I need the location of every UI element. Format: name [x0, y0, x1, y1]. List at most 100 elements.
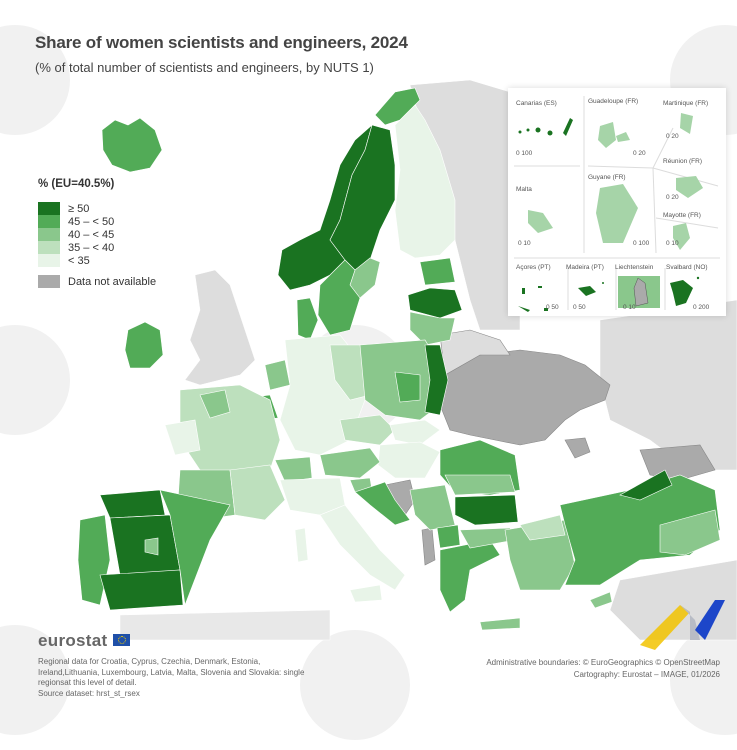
turkey-centre	[559, 474, 721, 586]
legend-label: < 35	[68, 254, 90, 267]
legend: % (EU=40.5%) ≥ 50 45 – < 50 40 – < 45 35…	[38, 178, 156, 288]
spain-south	[99, 569, 184, 611]
slovakia	[389, 419, 441, 446]
inset-label: Açores (PT)	[516, 264, 551, 271]
ribbon-blue	[695, 600, 725, 640]
france-south-east	[229, 464, 286, 521]
inset-label: Svalbard (NO)	[666, 264, 708, 271]
footnote-line: regionsat this level of detail.	[38, 678, 137, 687]
turkey-north-west	[519, 514, 566, 541]
ribbon-grey	[680, 605, 700, 640]
inset-label: Canarias (ES)	[516, 100, 557, 107]
romania-south	[444, 474, 516, 496]
legend-label: Data not available	[68, 275, 157, 288]
legend-item: 35 – < 40	[38, 241, 156, 254]
netherlands	[264, 359, 291, 391]
madrid	[144, 537, 159, 556]
legend-swatch	[38, 241, 60, 254]
credit-cartography: Cartography: Eurostat – IMAGE, 01/2026	[573, 670, 720, 679]
estonia	[419, 257, 456, 286]
poland-east	[424, 344, 449, 416]
legend-item: ≥ 50	[38, 202, 156, 215]
footnote-line: Ireland,Lithuania, Luxembourg, Latvia, M…	[38, 667, 305, 677]
poland-centre	[394, 371, 421, 403]
inset-label: Malta	[516, 186, 532, 193]
legend-swatch	[38, 202, 60, 215]
inset-panel: Canarias (ES) 0 100 Guadeloupe (FR) 0 20…	[508, 88, 726, 316]
ribbon-yellow	[640, 605, 690, 650]
switzerland	[274, 456, 313, 483]
iceland	[101, 117, 163, 173]
france-west	[164, 419, 201, 456]
ukraine	[439, 349, 611, 446]
north-macedonia	[436, 524, 461, 549]
legend-item: 45 – < 50	[38, 215, 156, 228]
inset-label: Guadeloupe (FR)	[588, 98, 639, 105]
turkey-north-east	[619, 469, 673, 501]
footnote: Regional data for Croatia, Cyprus, Czech…	[38, 657, 358, 699]
watermark	[300, 630, 410, 740]
legend-swatch	[38, 275, 60, 288]
france-normandy	[199, 389, 231, 419]
italy-south	[319, 504, 406, 591]
inset-scale: 0 100	[633, 240, 650, 247]
inset-label: Mayotte (FR)	[663, 212, 701, 219]
serbia	[409, 484, 456, 531]
russia-east	[599, 299, 737, 471]
inset-dividers	[514, 96, 720, 312]
inset-scale: 0 20	[633, 150, 646, 157]
inset-scale: 0 100	[516, 150, 533, 157]
inset-scale: 0 50	[573, 304, 586, 311]
inset-scale: 0 200	[693, 304, 710, 311]
legend-title: % (EU=40.5%)	[38, 178, 115, 190]
legend-item-na: Data not available	[38, 275, 156, 288]
inset-label: Martinique (FR)	[663, 100, 709, 107]
inset-scale: 0 50	[546, 304, 559, 311]
uk	[184, 269, 256, 386]
caucasus	[639, 444, 716, 481]
crete	[479, 617, 521, 631]
inset-label: Réunion (FR)	[663, 158, 703, 165]
cyprus	[589, 591, 613, 609]
inset-label: Madeira (PT)	[566, 264, 604, 271]
north-africa	[119, 609, 331, 641]
source-dataset: Source dataset: hrst_st_rsex	[38, 688, 140, 698]
albania	[421, 527, 436, 566]
inset-scale: 0 20	[666, 194, 679, 201]
austria	[319, 447, 381, 479]
hungary	[377, 441, 441, 479]
inset-scale: 0 20	[666, 133, 679, 140]
croatia	[354, 481, 411, 526]
denmark	[296, 297, 319, 341]
legend-label: 45 – < 50	[68, 215, 115, 228]
legend-swatch	[38, 228, 60, 241]
inset-label: Guyane (FR)	[588, 174, 626, 181]
legend-label: 35 – < 40	[68, 241, 115, 254]
latvia	[407, 287, 463, 319]
inset-scale: 0 10	[666, 240, 679, 247]
greece	[439, 539, 501, 613]
credits: Administrative boundaries: © EuroGeograp…	[486, 657, 720, 681]
turkey-east	[659, 509, 721, 556]
spain-north-west	[99, 489, 166, 519]
legend-label: ≥ 50	[68, 202, 90, 215]
credit-boundaries: Administrative boundaries: © EuroGeograp…	[486, 658, 720, 667]
crimea	[564, 437, 591, 459]
footnote-line: Regional data for Croatia, Cyprus, Czech…	[38, 657, 261, 666]
sweden-south	[317, 259, 361, 336]
eurostat-logo: eurostat	[38, 631, 108, 650]
finland	[394, 104, 456, 259]
sicily	[349, 584, 383, 603]
sardinia	[294, 527, 309, 563]
inset-scale: 0 10	[518, 240, 531, 247]
inset-scale: 0 10	[623, 304, 636, 311]
inset-label: Liechtenstein	[615, 264, 654, 271]
chart-subtitle: (% of total number of scientists and eng…	[35, 60, 374, 75]
norway-north	[374, 87, 421, 126]
legend-swatch	[38, 254, 60, 267]
germany-east	[329, 344, 371, 401]
legend-swatch	[38, 215, 60, 228]
spain-east	[159, 489, 231, 607]
lithuania	[409, 311, 456, 346]
